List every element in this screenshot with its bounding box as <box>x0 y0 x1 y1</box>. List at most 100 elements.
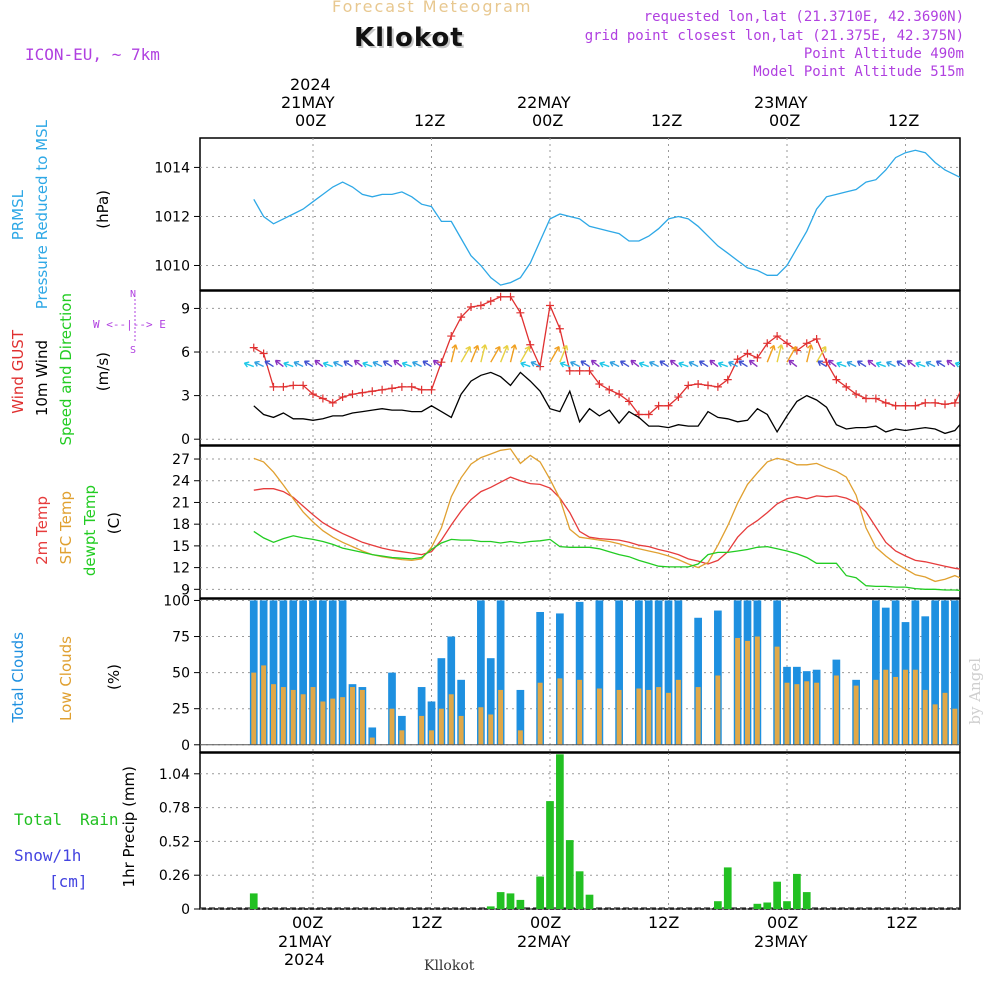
wind-arrow-head <box>314 359 321 366</box>
wind-arrow-head <box>678 361 684 368</box>
wind-arrow-head <box>630 359 637 366</box>
wind-arrow <box>520 362 531 368</box>
precip-bar <box>496 892 505 909</box>
gust-marker <box>674 393 683 402</box>
gust-marker <box>338 393 347 402</box>
temp-ytick-label-1: 12 <box>172 561 190 577</box>
total-cloud-bar <box>654 600 663 745</box>
top-tick-5: 00Z <box>769 111 801 130</box>
wind-arrow <box>560 362 570 368</box>
low-cloud-bar <box>271 684 276 745</box>
low-cloud-bar <box>369 737 375 745</box>
total-cloud-bar <box>309 600 317 745</box>
gust-marker <box>713 382 722 391</box>
low-cloud-bar <box>458 715 464 745</box>
gust-marker <box>605 385 614 394</box>
low-cloud-bar <box>280 687 286 745</box>
wind-arrow <box>857 360 867 368</box>
gust-marker <box>842 382 851 391</box>
wind-arrow <box>609 361 620 368</box>
wind-arrow <box>867 359 877 368</box>
wind-arrow <box>354 359 363 368</box>
wind-label-gust: Wind GUST <box>9 330 27 414</box>
wind-arrow <box>876 362 886 368</box>
wind-arrow-head <box>817 360 824 367</box>
gust-marker <box>279 382 288 391</box>
wind-arrow <box>559 345 568 363</box>
wind-arrow <box>549 346 560 363</box>
gust-marker <box>486 297 495 306</box>
wind-arrow-head <box>886 360 892 367</box>
wind-arrow <box>678 362 689 368</box>
wind-arrow <box>955 362 960 366</box>
wind-arrow-head <box>709 359 716 366</box>
pressure-label-unit: (hPa) <box>94 190 112 229</box>
requested-coords: requested lon,lat (21.3710E, 42.3690N) <box>643 9 964 25</box>
model-label: ICON-EU, ~ 7km <box>25 45 160 64</box>
low-cloud-bar <box>912 669 918 745</box>
clouds-ytick-label-1: 25 <box>172 702 190 718</box>
total-cloud-bar <box>299 600 307 745</box>
wind-arrow <box>846 361 857 368</box>
wind-arrow <box>570 361 580 368</box>
low-cloud-bar <box>883 669 889 745</box>
temp-label-2m: 2m Temp <box>33 496 51 565</box>
wind-arrow <box>786 346 797 363</box>
precip-bar <box>773 881 781 909</box>
total-cloud-bar <box>921 616 930 745</box>
total-cloud-bar <box>694 617 702 745</box>
top-tick-1: 00Z <box>295 111 327 130</box>
precip-bar <box>516 899 525 909</box>
wind-arrow <box>372 361 383 368</box>
gust-marker <box>565 366 574 375</box>
temp-ytick-label-5: 24 <box>172 474 190 490</box>
total-cloud-bar <box>891 600 900 745</box>
gust-marker <box>358 388 367 397</box>
wind-arrow-head <box>777 344 784 350</box>
bottom-day-3: 23MAY <box>754 932 808 951</box>
precip-bar <box>585 894 594 909</box>
pressure-ytick-label-2: 1014 <box>154 160 190 176</box>
gust-marker <box>526 340 535 349</box>
gust-marker <box>437 358 446 367</box>
wind-arrow <box>509 344 516 363</box>
wind-arrow-head <box>524 345 531 352</box>
wind-arrow <box>709 359 719 368</box>
low-cloud-bar <box>636 688 642 745</box>
clouds-ytick-label-2: 50 <box>172 666 190 682</box>
wind-plot-area <box>249 292 960 435</box>
clouds-panel: 0 25 50 75 100 <box>163 593 999 754</box>
total-cloud-bar <box>516 689 525 745</box>
gust-marker <box>388 384 396 393</box>
total-cloud-bar <box>951 600 959 745</box>
wind-arrow <box>275 359 284 368</box>
clouds-ytick-label-0: 0 <box>181 738 190 754</box>
model-point-altitude: Model Point Altitude 515m <box>753 64 964 80</box>
wind-arrow-head <box>609 360 616 367</box>
wind-arrow-head <box>659 360 666 367</box>
wind-arrow <box>580 360 590 368</box>
low-cloud-bar <box>853 685 859 745</box>
top-year: 2024 <box>290 75 331 94</box>
wind-arrow-head <box>422 360 429 367</box>
compass-we-label: W <--|--> E <box>93 318 166 331</box>
total-cloud-bar <box>496 600 505 745</box>
gust-marker <box>862 394 870 403</box>
precip-ytick-label-1: 0.26 <box>159 868 190 884</box>
clouds-label-unit: (%) <box>105 664 123 690</box>
gust-marker <box>269 382 278 391</box>
precip-ytick-label-0: 0 <box>181 902 190 918</box>
low-cloud-bar <box>310 687 316 745</box>
wind-arrow-head <box>966 362 971 367</box>
total-cloud-bar <box>575 601 584 745</box>
total-cloud-bar <box>991 713 999 745</box>
low-cloud-bar <box>745 640 750 745</box>
bottom-tick-3: 00Z <box>530 913 562 932</box>
wind-arrow-head <box>520 361 526 368</box>
wind-arrow <box>383 360 393 368</box>
wind-arrow <box>433 359 442 368</box>
wind-arrow-head <box>372 360 379 367</box>
wind-arrow-head <box>788 359 795 366</box>
wind-arrow-head <box>393 359 400 366</box>
wind-arrow <box>304 360 314 368</box>
